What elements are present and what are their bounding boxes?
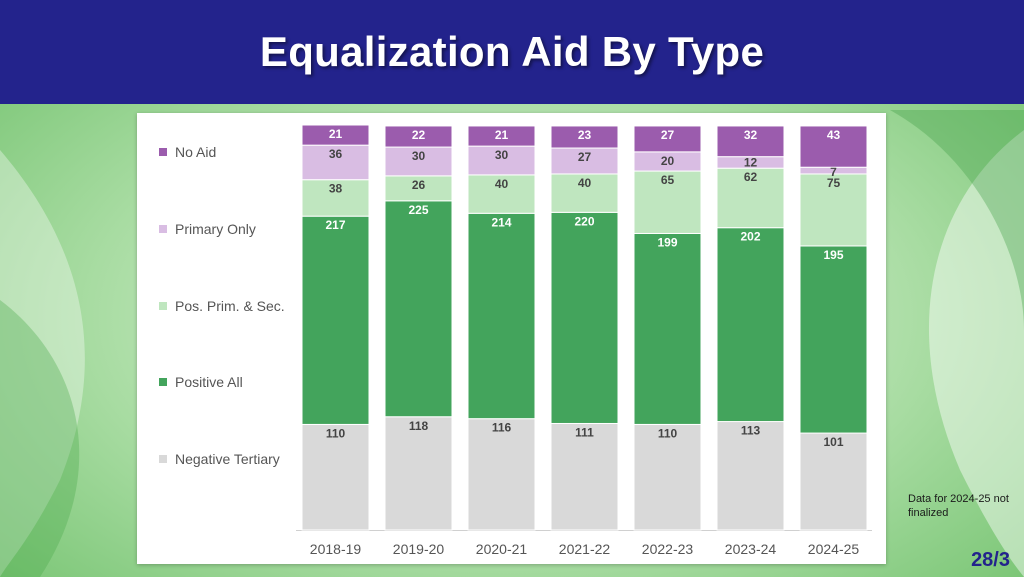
bar-segment-pos-prim-sec-2022-23 (633, 170, 702, 234)
legend-item-primary-only: Primary Only (159, 221, 319, 237)
bar-segment-primary-only-2021-22 (550, 147, 619, 175)
bar-segment-negative-tertiary-2021-22 (550, 422, 619, 531)
legend-swatch-pos-prim-sec (159, 302, 167, 310)
bar-segment-no-aid-2019-20 (384, 125, 453, 148)
data-label-positive-all-2019-20: 225 (408, 203, 428, 217)
data-label-pos-prim-sec-2020-21: 40 (495, 177, 509, 191)
x-tick-label-2024-25: 2024-25 (808, 541, 860, 557)
data-label-positive-all-2018-19: 217 (325, 218, 345, 232)
page-number: 28/3 (971, 549, 1010, 571)
data-label-primary-only-2022-23: 20 (661, 154, 675, 168)
data-label-positive-all-2024-25: 195 (823, 248, 843, 262)
bar-segment-pos-prim-sec-2020-21 (467, 174, 536, 214)
data-label-negative-tertiary-2020-21: 116 (492, 421, 512, 435)
bar-segment-pos-prim-sec-2018-19 (301, 179, 370, 217)
data-label-pos-prim-sec-2023-24: 62 (744, 170, 758, 184)
x-tick-label-2018-19: 2018-19 (310, 541, 362, 557)
slide-title: Equalization Aid By Type (259, 28, 765, 75)
data-label-primary-only-2023-24: 12 (744, 155, 758, 169)
bar-segment-negative-tertiary-2019-20 (384, 416, 453, 531)
data-label-no-aid-2019-20: 22 (412, 128, 426, 142)
data-label-pos-prim-sec-2022-23: 65 (661, 173, 675, 187)
bar-segment-no-aid-2024-25 (799, 125, 868, 168)
data-label-negative-tertiary-2021-22: 111 (575, 425, 594, 439)
data-label-pos-prim-sec-2021-22: 40 (578, 176, 592, 190)
data-label-positive-all-2022-23: 199 (657, 235, 677, 249)
bar-segment-positive-all-2018-19 (301, 215, 370, 425)
data-label-primary-only-2019-20: 30 (412, 149, 426, 163)
legend-swatch-no-aid (159, 148, 167, 156)
bar-segment-primary-only-2019-20 (384, 146, 453, 177)
data-note: Data for 2024-25 not finalized (908, 493, 1009, 519)
data-label-pos-prim-sec-2018-19: 38 (329, 182, 343, 196)
legend-label-no-aid: No Aid (175, 144, 217, 160)
bar-segment-negative-tertiary-2018-19 (301, 423, 370, 531)
bar-segment-pos-prim-sec-2023-24 (716, 167, 785, 229)
x-tick-label-2020-21: 2020-21 (476, 541, 528, 557)
legend-swatch-negative-tertiary (159, 455, 167, 463)
bar-segment-positive-all-2023-24 (716, 227, 785, 423)
bar-segment-positive-all-2024-25 (799, 245, 868, 434)
data-label-no-aid-2018-19: 21 (329, 127, 343, 141)
bar-segment-positive-all-2021-22 (550, 211, 619, 424)
x-tick-label-2019-20: 2019-20 (393, 541, 445, 557)
legend-item-positive-all: Positive All (159, 374, 319, 390)
bar-segment-pos-prim-sec-2024-25 (799, 173, 868, 247)
bar-segment-pos-prim-sec-2021-22 (550, 173, 619, 213)
bar-segment-negative-tertiary-2023-24 (716, 421, 785, 531)
data-label-negative-tertiary-2024-25: 101 (823, 435, 843, 449)
bar-segment-positive-all-2022-23 (633, 232, 702, 425)
data-label-primary-only-2021-22: 27 (578, 150, 592, 164)
legend-label-primary-only: Primary Only (175, 221, 256, 237)
data-label-positive-all-2023-24: 202 (740, 230, 760, 244)
data-label-pos-prim-sec-2024-25: 75 (827, 176, 841, 190)
legend-item-pos-prim-sec: Pos. Prim. & Sec. (159, 298, 319, 314)
bar-segment-no-aid-2021-22 (550, 125, 619, 149)
legend-swatch-positive-all (159, 378, 167, 386)
data-label-pos-prim-sec-2019-20: 26 (412, 178, 426, 192)
data-label-no-aid-2024-25: 43 (827, 128, 841, 142)
data-label-negative-tertiary-2022-23: 110 (658, 426, 678, 440)
data-label-no-aid-2021-22: 23 (578, 128, 592, 142)
legend-label-positive-all: Positive All (175, 374, 243, 390)
data-label-primary-only-2024-25: 7 (830, 165, 837, 179)
data-label-primary-only-2020-21: 30 (495, 148, 509, 162)
data-label-primary-only-2018-19: 36 (329, 147, 343, 161)
bar-segment-negative-tertiary-2020-21 (467, 418, 536, 531)
bar-segment-no-aid-2020-21 (467, 125, 536, 147)
bar-segment-positive-all-2019-20 (384, 200, 453, 418)
x-tick-label-2021-22: 2021-22 (559, 541, 611, 557)
legend-label-pos-prim-sec: Pos. Prim. & Sec. (175, 298, 285, 314)
bar-segment-pos-prim-sec-2019-20 (384, 175, 453, 202)
data-label-negative-tertiary-2018-19: 110 (326, 426, 346, 440)
data-label-no-aid-2020-21: 21 (495, 128, 509, 142)
bar-segment-no-aid-2023-24 (716, 125, 785, 158)
data-label-positive-all-2021-22: 220 (574, 214, 594, 228)
data-label-negative-tertiary-2023-24: 113 (741, 424, 761, 438)
slide-header: Equalization Aid By Type (0, 0, 1024, 104)
bar-segment-no-aid-2018-19 (301, 124, 370, 146)
data-label-no-aid-2023-24: 32 (744, 128, 758, 142)
legend-label-negative-tertiary: Negative Tertiary (175, 451, 280, 467)
data-label-negative-tertiary-2019-20: 118 (409, 419, 429, 433)
x-tick-label-2023-24: 2023-24 (725, 541, 777, 557)
legend-item-no-aid: No Aid (159, 144, 319, 160)
x-tick-label-2022-23: 2022-23 (642, 541, 694, 557)
data-label-no-aid-2022-23: 27 (661, 128, 675, 142)
data-label-positive-all-2020-21: 214 (491, 215, 511, 229)
bar-segment-positive-all-2020-21 (467, 212, 536, 420)
legend-swatch-primary-only (159, 225, 167, 233)
bar-segment-no-aid-2022-23 (633, 125, 702, 153)
legend-item-negative-tertiary: Negative Tertiary (159, 451, 319, 467)
